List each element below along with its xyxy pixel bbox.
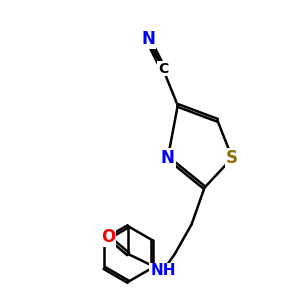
- Text: N: N: [161, 149, 175, 167]
- Text: NH: NH: [150, 263, 176, 278]
- Text: O: O: [101, 228, 116, 246]
- Text: N: N: [141, 30, 155, 48]
- Text: S: S: [226, 149, 238, 167]
- Text: C: C: [158, 62, 168, 76]
